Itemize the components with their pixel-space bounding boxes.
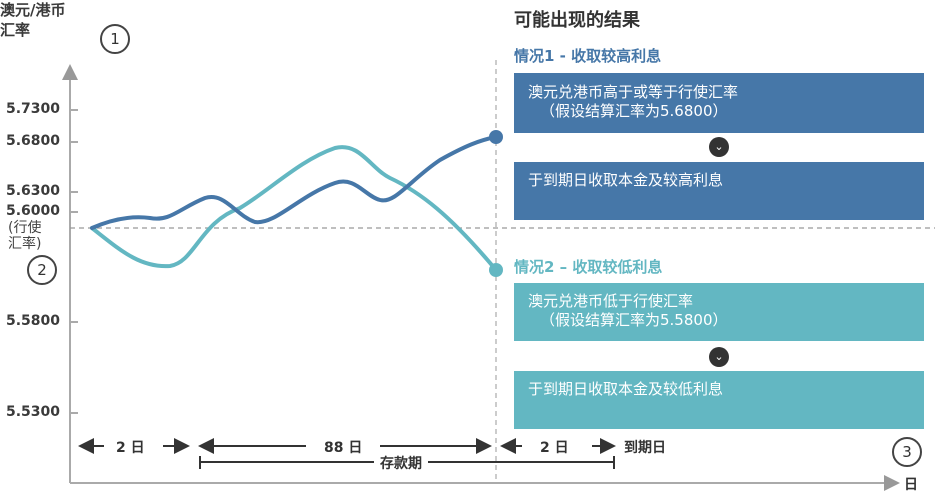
- scenario2-condition-box: 澳元兑港币低于行使汇率 （假设结算汇率为5.5800）: [514, 283, 924, 341]
- strike-rate-label: (行使 汇率): [8, 220, 78, 252]
- y-axis-title: 澳元/港币 汇率: [0, 0, 90, 40]
- scenario2-label: 情况2 – 收取较低利息: [514, 258, 663, 276]
- y-tick-label: 5.6000: [6, 203, 61, 219]
- scenario2-assumption-text: （假设结算汇率为5.5800）: [540, 311, 728, 329]
- y-tick-label: 5.6800: [6, 133, 61, 149]
- scenario2-result-text: 于到期日收取本金及较低利息: [528, 380, 724, 398]
- chevron-down-icon: ⌄: [709, 137, 729, 157]
- timeline-seg2-label: 88 日: [324, 440, 363, 456]
- y-tick-marks: [70, 109, 78, 414]
- strike-label-line1: (行使: [8, 220, 42, 236]
- y-tick-label: 5.7300: [6, 101, 61, 117]
- series-scenario1-endpoint: [489, 130, 503, 144]
- series-scenario2-endpoint: [489, 263, 503, 277]
- y-tick-label: 5.6300: [6, 183, 61, 199]
- series-scenario2-line: [90, 145, 498, 272]
- scenario1-result-box: 于到期日收取本金及较高利息: [514, 162, 924, 220]
- series-scenario1-line: [90, 135, 498, 230]
- deposit-period-label: 存款期: [374, 453, 428, 473]
- x-axis-unit: 日: [904, 477, 918, 493]
- scenario2-condition-text: 澳元兑港币低于行使汇率: [528, 292, 694, 310]
- scenario1-assumption-text: （假设结算汇率为5.6800）: [540, 102, 728, 120]
- timeline-seg1-label: 2 日: [116, 440, 145, 456]
- y-tick-label: 5.5300: [6, 404, 61, 420]
- timeline-maturity-label: 到期日: [624, 440, 666, 456]
- y-axis-title-line2: 汇率: [0, 21, 31, 39]
- y-tick-label: 5.5800: [6, 313, 61, 329]
- strike-label-line2: 汇率): [8, 236, 42, 252]
- scenario1-result-text: 于到期日收取本金及较高利息: [528, 171, 724, 189]
- outcomes-title: 可能出现的结果: [514, 10, 640, 31]
- scenario1-condition-box: 澳元兑港币高于或等于行使汇率 （假设结算汇率为5.6800）: [514, 73, 924, 133]
- timeline-seg3-label: 2 日: [540, 440, 569, 456]
- marker-3: 3: [892, 437, 922, 467]
- scenario1-label: 情况1 - 收取较高利息: [514, 47, 662, 65]
- y-axis-title-line1: 澳元/港币: [0, 1, 66, 19]
- marker-1: 1: [100, 24, 130, 54]
- chevron-down-icon: ⌄: [709, 347, 729, 367]
- marker-2: 2: [27, 255, 57, 285]
- scenario2-result-box: 于到期日收取本金及较低利息: [514, 371, 924, 429]
- scenario1-condition-text: 澳元兑港币高于或等于行使汇率: [528, 83, 739, 101]
